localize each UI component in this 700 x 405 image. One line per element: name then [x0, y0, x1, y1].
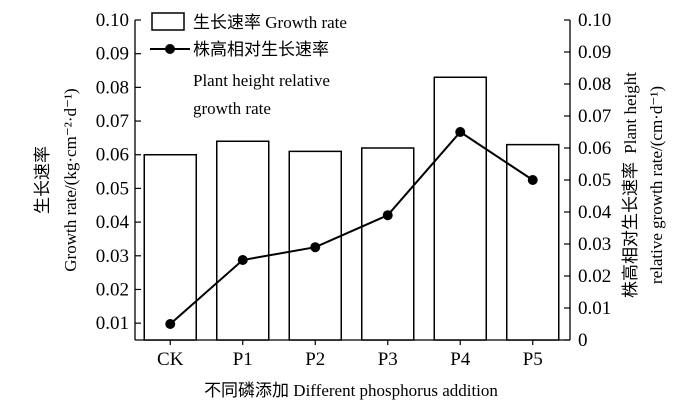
bar-P1 — [216, 140, 270, 341]
y-axis-right-title-line2: relative growth rate/(cm·d⁻¹) — [647, 86, 666, 284]
y-tick-label-right: 0.07 — [578, 106, 611, 127]
point-P2 — [310, 242, 321, 253]
point-P3 — [382, 210, 393, 221]
y-axis-left-title-en: Growth rate/(kg·cm⁻²·d⁻¹) — [61, 88, 80, 271]
y-tick-label-right: 0.05 — [578, 170, 611, 191]
legend: 生长速率 Growth rate 株高相对生长速率 Plant height r… — [150, 12, 347, 118]
y-tick-label-right: 0.08 — [578, 74, 611, 95]
x-tick-label-P3: P3 — [378, 349, 398, 370]
legend-bar-swatch — [151, 12, 185, 31]
y-tick-label-right: 0.03 — [578, 234, 611, 255]
y-tick-label-left: 0.08 — [96, 77, 129, 98]
x-tick-label-CK: CK — [157, 349, 184, 370]
y-tick-label-left: 0.04 — [96, 212, 130, 233]
y-ticks-right: 0 0.01 0.02 0.03 0.04 0.05 0.06 0.07 0.08 0.09 0.1… — [564, 10, 612, 351]
y-tick-label-right: 0.06 — [578, 138, 611, 159]
y-axis-right-title-en: Plant height — [621, 72, 640, 154]
bar-P3 — [361, 147, 415, 341]
legend-line-label-line3: growth rate — [193, 99, 271, 118]
point-CK — [165, 319, 176, 329]
x-tick-label-P5: P5 — [523, 349, 543, 370]
y-tick-label-left: 0.03 — [96, 246, 129, 267]
y-tick-label-left: 0.07 — [96, 111, 129, 132]
y-tick-label-left: 0.09 — [96, 44, 129, 65]
y-tick-label-right: 0.09 — [578, 42, 611, 63]
x-tick-label-P1: P1 — [233, 349, 253, 370]
y-tick-label-left: 0.02 — [96, 279, 129, 300]
bar-P4 — [433, 76, 487, 341]
point-P4 — [455, 127, 466, 137]
bar-CK — [143, 153, 197, 341]
y-tick-label-right: 0.02 — [578, 266, 611, 287]
y-axis-right-title-line1: 株高相对生长速率 Plant height — [621, 72, 640, 298]
x-tick-labels: CK P1 P2 P3 P4 P5 — [157, 340, 543, 370]
y-tick-label-right: 0 — [578, 330, 588, 351]
line-series — [165, 127, 538, 329]
y-tick-label-left: 0.06 — [96, 145, 129, 166]
legend-line-label-line2: Plant height relative — [193, 71, 330, 90]
legend-line-label: 株高相对生长速率 — [193, 40, 329, 59]
y-axis-left-title-cn: 生长速率 — [33, 146, 52, 214]
y-axis-right-title-cn: 株高相对生长速率 — [621, 162, 640, 298]
legend-marker-icon — [165, 44, 175, 54]
x-axis-title: 不同磷添加 Different phosphorus addition — [204, 381, 498, 400]
y-tick-label-right: 0.10 — [578, 10, 611, 31]
y-tick-label-right: 0.01 — [578, 298, 611, 319]
y-ticks-left: 0.01 0.02 0.03 0.04 0.05 0.06 0.07 0.08 0.09 0.10 — [96, 10, 141, 334]
y-tick-label-left: 0.01 — [96, 313, 129, 334]
legend-bar-label: 生长速率 Growth rate — [193, 13, 347, 32]
series-line-plant-height — [169, 130, 534, 325]
x-tick-label-P4: P4 — [450, 349, 471, 370]
y-tick-label-left: 0.10 — [96, 10, 129, 31]
x-tick-label-P2: P2 — [305, 349, 325, 370]
y-tick-label-right: 0.04 — [578, 202, 612, 223]
point-P5 — [527, 175, 538, 185]
bar-P5 — [506, 143, 560, 341]
y-tick-label-left: 0.05 — [96, 178, 129, 199]
point-P1 — [237, 255, 248, 265]
